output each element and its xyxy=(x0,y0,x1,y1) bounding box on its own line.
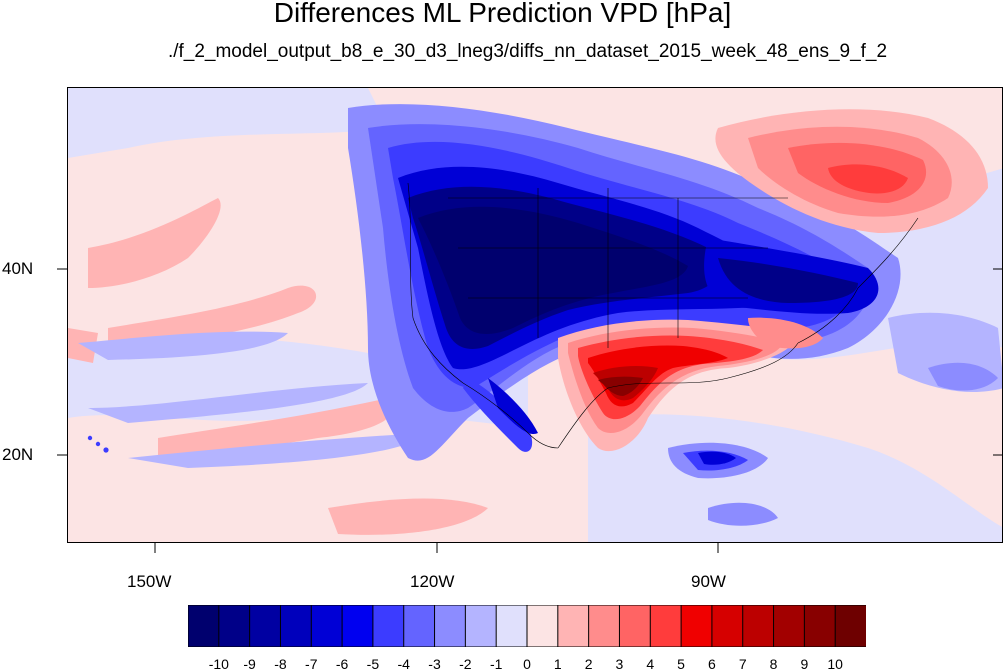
colorbar-tick-label: 6 xyxy=(708,656,716,672)
colorbar-swatch xyxy=(341,605,374,647)
colorbar-tick-label: 8 xyxy=(769,656,778,672)
lon-label-150w: 150W xyxy=(127,572,172,591)
colorbar-swatch xyxy=(680,605,713,647)
colorbar-tick-label: -5 xyxy=(366,656,380,672)
lat-label-20n: 20N xyxy=(2,445,34,464)
colorbar-swatch xyxy=(526,605,559,647)
colorbar-tick-label: 4 xyxy=(646,656,655,672)
colorbar-swatch xyxy=(403,605,436,647)
colorbar-swatch xyxy=(464,605,498,647)
colorbar-tick-label: -1 xyxy=(489,656,503,672)
colorbar-tick-label: -10 xyxy=(208,656,229,672)
colorbar-swatch xyxy=(495,605,528,647)
colorbar-swatch xyxy=(773,605,806,647)
colorbar-tick-label: 9 xyxy=(800,656,809,672)
colorbar-swatch xyxy=(649,605,683,647)
lat-label-40n: 40N xyxy=(2,259,34,278)
vpd-difference-field xyxy=(68,88,1002,542)
colorbar-tick-label: -2 xyxy=(459,656,472,672)
colorbar-swatch xyxy=(188,605,220,647)
colorbar-swatch xyxy=(742,605,775,647)
lon-label-90w: 90W xyxy=(691,572,726,591)
colorbar xyxy=(188,605,866,647)
map-subtitle: ./f_2_model_output_b8_e_30_d3_lneg3/diff… xyxy=(167,41,888,62)
colorbar-tick-label: -9 xyxy=(243,656,256,672)
colorbar-tick-label: -8 xyxy=(274,656,287,672)
colorbar-tick-label: -4 xyxy=(397,656,410,672)
colorbar-tick-label: -7 xyxy=(305,656,318,672)
colorbar-swatch xyxy=(711,605,744,647)
map-panel xyxy=(67,87,1003,543)
colorbar-swatch xyxy=(803,605,837,647)
colorbar-tick-label: 7 xyxy=(738,656,747,672)
colorbar-tick-label: 0 xyxy=(523,656,531,672)
colorbar-tick-label: -6 xyxy=(335,656,349,672)
colorbar-tick-label: -3 xyxy=(428,656,441,672)
colorbar-tick-label: 5 xyxy=(677,656,685,672)
colorbar-swatch xyxy=(834,605,866,647)
colorbar-swatch xyxy=(218,605,251,647)
colorbar-swatch xyxy=(310,605,344,647)
colorbar-swatch xyxy=(372,605,405,647)
colorbar-swatch xyxy=(618,605,652,647)
map-title: Differences ML Prediction VPD [hPa] xyxy=(273,0,732,28)
colorbar-tick-label: 1 xyxy=(553,656,562,672)
colorbar-swatch xyxy=(249,605,282,647)
lon-label-120w: 120W xyxy=(410,572,455,591)
colorbar-tick-label: 10 xyxy=(827,656,843,672)
colorbar-swatch xyxy=(557,605,590,647)
colorbar-swatch xyxy=(588,605,621,647)
colorbar-tick-label: 3 xyxy=(615,656,624,672)
colorbar-tick-label: 2 xyxy=(584,656,593,672)
colorbar-swatch xyxy=(434,605,467,647)
colorbar-swatch xyxy=(279,605,313,647)
